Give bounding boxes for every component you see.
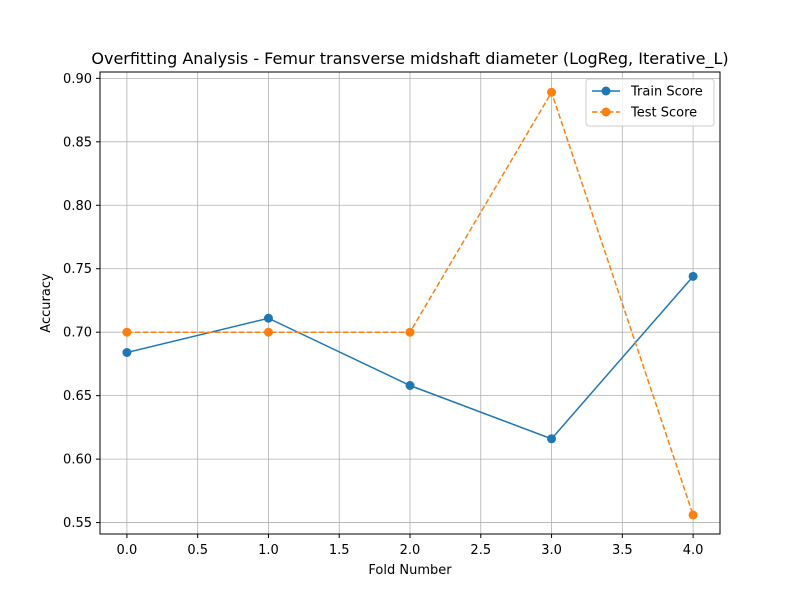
x-tick-label: 2.0: [400, 543, 421, 558]
series-test-score: [122, 87, 698, 520]
x-tick-label: 2.5: [470, 543, 491, 558]
data-point: [405, 327, 415, 337]
data-point: [122, 348, 132, 357]
legend-marker: [601, 107, 611, 117]
x-tick-label: 4.0: [683, 543, 704, 558]
y-axis-label: Accuracy: [39, 273, 54, 333]
data-point: [405, 381, 415, 390]
legend-marker: [601, 86, 611, 96]
data-point: [688, 510, 698, 520]
y-tick-label: 0.85: [63, 135, 92, 150]
y-tick-label: 0.80: [63, 199, 92, 214]
y-tick-label: 0.55: [63, 516, 92, 531]
data-point: [547, 87, 557, 97]
x-tick-label: 3.0: [541, 543, 562, 558]
x-axis-label: Fold Number: [368, 563, 452, 578]
y-tick-label: 0.75: [63, 262, 92, 277]
y-tick-label: 0.60: [63, 453, 92, 468]
series-layer: [122, 87, 698, 520]
grid: [100, 72, 720, 534]
legend-items: Train Score Test Score: [592, 85, 703, 121]
legend: Train Score Test Score: [585, 78, 715, 127]
data-point: [263, 327, 273, 337]
chart-title: Overfitting Analysis - Femur transverse …: [91, 49, 728, 69]
x-tick-label: 1.0: [258, 543, 279, 558]
y-tick-label: 0.70: [63, 326, 92, 341]
x-tick-label: 0.5: [187, 543, 208, 558]
legend-label: Train Score: [630, 85, 703, 100]
y-tick-label: 0.65: [63, 389, 92, 404]
data-point: [263, 313, 273, 323]
y-tick-label: 0.90: [63, 72, 92, 87]
data-point: [688, 271, 698, 281]
x-tick-label: 1.5: [329, 543, 350, 558]
x-tick-label: 3.5: [612, 543, 633, 558]
x-tick-label: 0.0: [117, 543, 138, 558]
legend-label: Test Score: [630, 106, 697, 121]
series-train-score: [122, 271, 698, 444]
data-point: [122, 327, 132, 337]
data-point: [547, 434, 557, 444]
axis-ticks: 0.0 0.5 1.0 1.5 2.0 2.5 3.0 3.5 4.0 0.55 0.60 0.65 0…: [63, 72, 703, 558]
